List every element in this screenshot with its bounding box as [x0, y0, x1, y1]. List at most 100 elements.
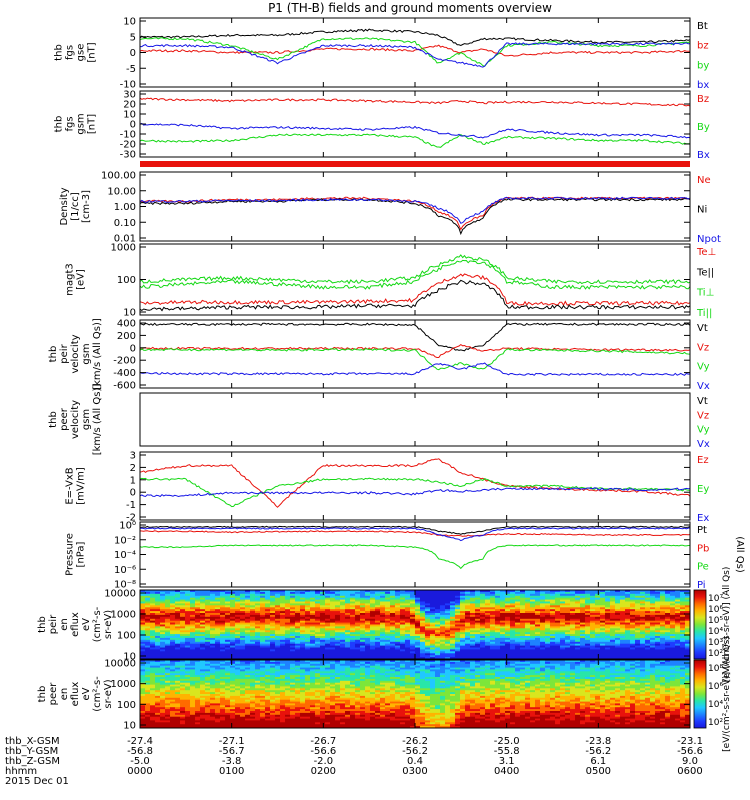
spectrogram-cell	[160, 714, 166, 718]
spectrogram-cell	[145, 626, 151, 629]
spectrogram-cell	[175, 720, 181, 723]
spectrogram-cell	[645, 618, 651, 622]
spectrogram-cell	[175, 655, 181, 658]
spectrogram-cell	[530, 611, 536, 614]
spectrogram-cell	[450, 597, 456, 600]
spectrogram-cell	[265, 607, 271, 610]
spectrogram-cell	[500, 657, 506, 660]
series-fgs-gsm-By	[139, 133, 691, 148]
spectrogram-cell	[260, 655, 266, 658]
spectrogram-cell	[220, 637, 226, 641]
spectrogram-cell	[535, 613, 541, 616]
spectrogram-cell	[215, 707, 221, 710]
spectrogram-cell	[140, 645, 146, 648]
spectrogram-cell	[180, 669, 186, 672]
spectrogram-cell	[530, 637, 536, 641]
spectrogram-cell	[275, 643, 281, 646]
spectrogram-cell	[160, 611, 166, 614]
spectrogram-cell	[625, 632, 631, 635]
spectrogram-cell	[475, 641, 481, 645]
spectrogram-cell	[665, 605, 671, 608]
spectrogram-cell	[585, 636, 591, 639]
spectrogram-cell	[190, 673, 196, 676]
spectrogram-cell	[210, 714, 216, 718]
spectrogram-cell	[515, 645, 521, 648]
legend-By: By	[697, 122, 710, 133]
spectrogram-cell	[225, 686, 231, 689]
spectrogram-cell	[660, 611, 666, 614]
spectrogram-cell	[420, 613, 426, 616]
spectrogram-cell	[185, 605, 191, 608]
spectrogram-cell	[185, 692, 191, 695]
spectrogram-cell	[260, 603, 266, 606]
spectrogram-cell	[270, 609, 276, 612]
spectrogram-cell	[600, 597, 606, 600]
spectrogram-cell	[475, 628, 481, 631]
spectrogram-cell	[650, 618, 656, 622]
spectrogram-cell	[670, 643, 676, 646]
spectrogram-cell	[605, 601, 611, 604]
spectrogram-cell	[195, 661, 201, 665]
spectrogram-cell	[185, 632, 191, 635]
spectrogram-cell	[225, 599, 231, 602]
spectrogram-cell	[315, 599, 321, 602]
spectrogram-cell	[155, 653, 161, 656]
spectrogram-cell	[195, 590, 201, 593]
spectrogram-cell	[530, 593, 536, 597]
spectrogram-cell	[490, 634, 496, 637]
spectrogram-cell	[160, 614, 166, 618]
spectrogram-cell	[580, 591, 586, 595]
spectrogram-cell	[255, 647, 261, 650]
spectrogram-cell	[340, 595, 346, 599]
spectrogram-cell	[375, 616, 381, 620]
spectrogram-cell	[325, 630, 331, 633]
spectrogram-cell	[340, 637, 346, 641]
spectrogram-cell	[390, 645, 396, 648]
spectrogram-cell	[550, 634, 556, 637]
spectrogram-cell	[140, 590, 146, 593]
spectrogram-cell	[470, 618, 476, 622]
spectrogram-cell	[140, 686, 146, 689]
spectrogram-cell	[150, 692, 156, 695]
spectrogram-cell	[335, 595, 341, 599]
spectrogram-cell	[225, 682, 231, 685]
spectrogram-cell	[565, 618, 571, 622]
legend-Ti⊥: Ti⊥	[696, 288, 714, 299]
spectrogram-cell	[345, 630, 351, 633]
spectrogram-cell	[515, 591, 521, 595]
spectrogram-cell	[360, 591, 366, 595]
spectrogram-cell	[145, 712, 151, 716]
spectrogram-cell	[205, 599, 211, 602]
spectrogram-cell	[680, 605, 686, 608]
spectrogram-cell	[535, 647, 541, 650]
spectrogram-cell	[355, 655, 361, 658]
spectrogram-cell	[335, 655, 341, 658]
spectrogram-cell	[670, 645, 676, 648]
spectrogram-cell	[275, 655, 281, 658]
spectrogram-cell	[290, 647, 296, 650]
spectrogram-cell	[175, 622, 181, 625]
spectrogram-cell	[305, 601, 311, 604]
spectrogram-cell	[565, 626, 571, 629]
spectrogram-cell	[570, 639, 576, 643]
spectrogram-cell	[195, 669, 201, 672]
spectrogram-cell	[205, 701, 211, 704]
spectrogram-cell	[550, 609, 556, 612]
spectrogram-cell	[505, 614, 511, 618]
spectrogram-cell	[590, 618, 596, 622]
spectrogram-cell	[675, 641, 681, 645]
spectrogram-cell	[585, 618, 591, 622]
spectrogram-cell	[290, 603, 296, 606]
spectrogram-cell	[275, 649, 281, 652]
spectrogram-cell	[555, 628, 561, 631]
spectrogram-cell	[295, 605, 301, 608]
spectrogram-cell	[545, 637, 551, 641]
spectrogram-cell	[515, 595, 521, 599]
spectrogram-cell	[330, 591, 336, 595]
panel-ion-velocity: 4002000-200-400-600thbpeirvelocitygsm[km…	[48, 318, 710, 392]
spectrogram-cell	[255, 611, 261, 614]
spectrogram-cell	[375, 590, 381, 593]
spectrogram-cell	[310, 605, 316, 608]
spectrogram-cell	[580, 649, 586, 652]
spectrogram-cell	[665, 655, 671, 658]
